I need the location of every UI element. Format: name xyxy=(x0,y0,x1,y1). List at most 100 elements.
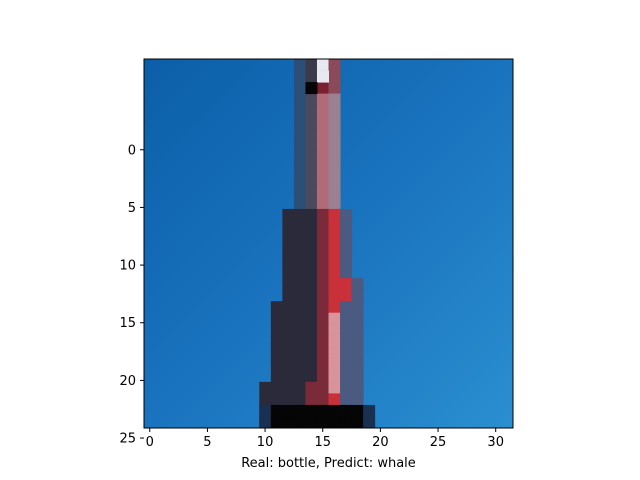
bottle-pixel xyxy=(328,416,341,429)
bottle-pixel xyxy=(305,347,318,360)
bottle-pixel xyxy=(305,105,318,118)
bottle-pixel xyxy=(293,162,306,175)
bottle-pixel xyxy=(340,208,353,221)
bottle-pixel xyxy=(270,416,283,429)
bottle-pixel xyxy=(293,220,306,233)
bottle-pixel xyxy=(293,289,306,302)
bottle-pixel xyxy=(282,416,295,429)
bottle-pixel xyxy=(305,139,318,152)
bottle-pixel xyxy=(316,404,329,417)
y-tick-label: 15 xyxy=(119,316,136,331)
bottle-pixel xyxy=(316,381,329,394)
bottle-pixel xyxy=(316,116,329,129)
bottle-pixel xyxy=(328,197,341,210)
bottle-pixel xyxy=(305,324,318,337)
bottle-pixel xyxy=(340,220,353,233)
bottle-pixel xyxy=(282,381,295,394)
bottle-pixel xyxy=(293,231,306,244)
bottle-pixel xyxy=(351,404,364,417)
bottle-pixel xyxy=(270,335,283,348)
bottle-pixel xyxy=(328,266,341,279)
bottle-pixel xyxy=(293,116,306,129)
bottle-pixel xyxy=(293,416,306,429)
bottle-pixel xyxy=(293,151,306,164)
bottle-pixel xyxy=(316,416,329,429)
bottle-pixel xyxy=(293,335,306,348)
bottle-pixel xyxy=(293,59,306,72)
bottle-pixel xyxy=(305,335,318,348)
bottle-pixel xyxy=(316,70,329,83)
bottle-pixel xyxy=(259,404,272,417)
bottle-pixel xyxy=(328,301,341,314)
bottle-pixel xyxy=(282,393,295,406)
bottle-pixel xyxy=(316,370,329,383)
bottle-pixel xyxy=(328,324,341,337)
bottle-pixel xyxy=(328,93,341,106)
bottle-pixel xyxy=(293,381,306,394)
bottle-pixel xyxy=(316,162,329,175)
bottle-pixel xyxy=(340,255,353,268)
bottle-pixel xyxy=(316,139,329,152)
bottle-pixel xyxy=(316,151,329,164)
bottle-pixel xyxy=(316,278,329,291)
x-tick-label: 10 xyxy=(257,435,274,450)
bottle-pixel xyxy=(316,220,329,233)
bottle-pixel xyxy=(305,358,318,371)
bottle-pixel xyxy=(282,255,295,268)
bottle-pixel xyxy=(340,370,353,383)
bottle-pixel xyxy=(282,312,295,325)
bottle-pixel xyxy=(293,208,306,221)
bottle-pixel xyxy=(316,128,329,141)
bottle-pixel xyxy=(305,174,318,187)
bottle-pixel xyxy=(293,370,306,383)
bottle-pixel xyxy=(282,243,295,256)
bottle-pixel xyxy=(328,381,341,394)
bottle-pixel xyxy=(282,370,295,383)
bottle-pixel xyxy=(328,151,341,164)
bottle-pixel xyxy=(293,197,306,210)
bottle-pixel xyxy=(282,347,295,360)
bottle-pixel xyxy=(328,335,341,348)
bottle-pixel xyxy=(340,266,353,279)
bottle-pixel xyxy=(293,185,306,198)
bottle-pixel xyxy=(340,312,353,325)
bottle-pixel xyxy=(316,208,329,221)
bottle-pixel xyxy=(328,82,341,95)
y-tick-label: 5 xyxy=(128,201,136,216)
bottle-pixel xyxy=(305,370,318,383)
bottle-pixel xyxy=(328,393,341,406)
bottle-pixel xyxy=(259,381,272,394)
bottle-pixel xyxy=(305,151,318,164)
bottle-pixel xyxy=(282,220,295,233)
bottle-pixel xyxy=(328,70,341,83)
bottle-pixel xyxy=(316,185,329,198)
axes-frame xyxy=(143,58,514,429)
bottle-pixel xyxy=(282,231,295,244)
bottle-pixel xyxy=(305,208,318,221)
bottle-pixel xyxy=(328,185,341,198)
bottle-pixel xyxy=(316,358,329,371)
bottle-pixel xyxy=(293,301,306,314)
bottle-pixel xyxy=(328,116,341,129)
bottle-pixel xyxy=(328,220,341,233)
bottle-pixel xyxy=(328,404,341,417)
bottle-pixel xyxy=(270,358,283,371)
bottle-pixel xyxy=(305,93,318,106)
bottle-pixel xyxy=(305,278,318,291)
bottle-pixel xyxy=(282,301,295,314)
bottle-pixel xyxy=(351,393,364,406)
bottle-pixel xyxy=(305,197,318,210)
bottle-pixel xyxy=(293,128,306,141)
bottle-pixel xyxy=(351,301,364,314)
bottle-pixel xyxy=(282,335,295,348)
bottle-pixel xyxy=(270,324,283,337)
bottle-pixel xyxy=(340,301,353,314)
bottle-pixel xyxy=(293,347,306,360)
bottle-pixel xyxy=(305,185,318,198)
bottle-pixel xyxy=(351,416,364,429)
bottle-pixel xyxy=(351,278,364,291)
bottle-pixel xyxy=(293,243,306,256)
bottle-pixel xyxy=(293,324,306,337)
bottle-pixel xyxy=(351,335,364,348)
